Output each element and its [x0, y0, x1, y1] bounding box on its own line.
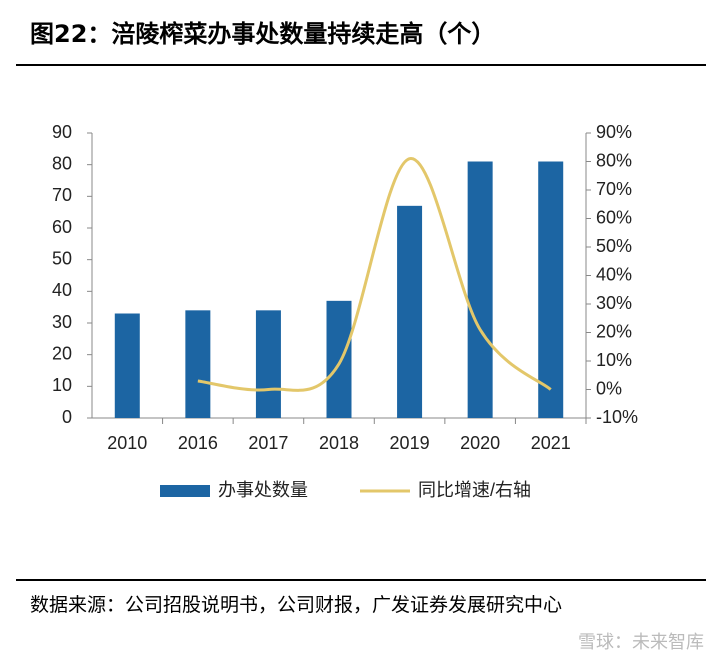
- x-tick-label: 2016: [178, 433, 218, 453]
- bar: [185, 310, 211, 418]
- source: 数据来源：公司招股说明书，公司财报，广发证券发展研究中心: [30, 594, 563, 616]
- line: [197, 157, 552, 392]
- chart: 0 10 20 30 40 50 60 70 80 90 -10% 0% 10% 20% 30% 40% 50%…: [52, 122, 638, 500]
- y-tick-label: 60: [52, 217, 72, 237]
- legend-label: 办事处数量: [218, 480, 308, 500]
- watermark: 雪球：未来智库: [578, 632, 704, 653]
- y2-tick-label: 30%: [596, 293, 632, 313]
- y-tick-label: 40: [52, 280, 72, 300]
- x-tick-label: 2010: [107, 433, 147, 453]
- y2-tick-label: 10%: [596, 350, 632, 370]
- y2-tick-label: 90%: [596, 122, 632, 142]
- y2-tick-label: 50%: [596, 236, 632, 256]
- y-tick-label: 90: [52, 122, 72, 142]
- title: 图22：涪陵榨菜办事处数量持续走高（个）: [30, 20, 496, 48]
- x-tick-label: 2021: [531, 433, 571, 453]
- y-tick-label: 80: [52, 153, 72, 173]
- bar: [326, 300, 352, 418]
- y-tick-label: 70: [52, 185, 72, 205]
- y-tick-label: 20: [52, 343, 72, 363]
- bar: [114, 313, 140, 418]
- y2-tick-label: 60%: [596, 207, 632, 227]
- y2-tick-label: 80%: [596, 150, 632, 170]
- x-tick-label: 2017: [248, 433, 288, 453]
- y2-tick-label: 20%: [596, 321, 632, 341]
- y2-tick-label: 70%: [596, 179, 632, 199]
- y2-tick-label: 0%: [596, 378, 622, 398]
- x-tick-label: 2019: [390, 433, 430, 453]
- y-tick-label: 50: [52, 248, 72, 268]
- x-tick-label: 2020: [460, 433, 500, 453]
- rule: [16, 579, 706, 581]
- y-tick-label: 0: [62, 407, 72, 427]
- y2-tick-label: 40%: [596, 264, 632, 284]
- bar: [397, 205, 423, 418]
- rule: [16, 64, 706, 66]
- legend-swatch: [160, 485, 210, 497]
- x-tick-label: 2018: [319, 433, 359, 453]
- y-tick-label: 30: [52, 312, 72, 332]
- bar: [538, 161, 564, 418]
- bar: [255, 310, 281, 418]
- bar: [467, 161, 493, 418]
- y2-tick-label: -10%: [596, 407, 638, 427]
- y-tick-label: 10: [52, 375, 72, 395]
- legend-label: 同比增速/右轴: [418, 480, 531, 500]
